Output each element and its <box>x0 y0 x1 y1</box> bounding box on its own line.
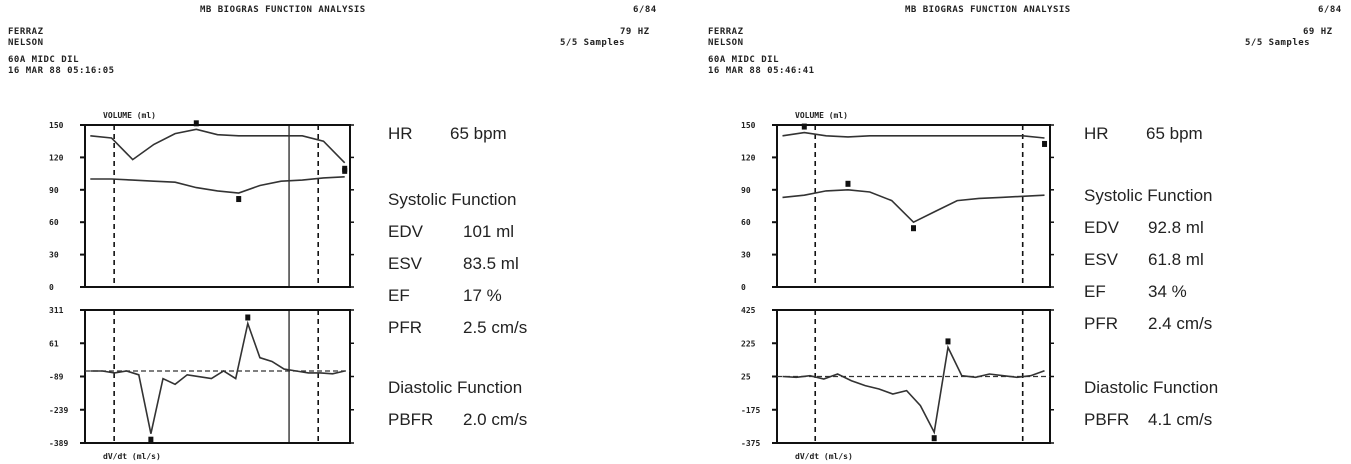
plot-x-label: dV/dt (ml/s) <box>795 452 853 461</box>
patient-first-name: NELSON <box>708 38 744 48</box>
y-tick-label: 60 <box>741 218 751 227</box>
ef-label: EF <box>388 286 410 305</box>
esv-value: 83.5 ml <box>463 254 519 273</box>
y-tick-label: 425 <box>741 306 756 315</box>
max-marker <box>945 338 951 345</box>
y-tick-label: 30 <box>741 251 751 260</box>
report-panel-left: MB BIOGRAS FUNCTION ANALYSIS 6/84 FERRAZ… <box>8 5 657 461</box>
edv-value: 101 ml <box>463 222 515 241</box>
pbfr-label: PBFR <box>388 410 434 429</box>
study-label: 60A MIDC DIL <box>8 55 80 65</box>
y-tick-label: 25 <box>741 373 751 382</box>
min-marker <box>1042 140 1048 147</box>
plot-title: VOLUME (ml) <box>795 111 848 120</box>
systolic-title: Systolic Function <box>388 190 517 209</box>
esv-label: ESV <box>1084 250 1119 269</box>
plot-title: VOLUME (ml) <box>103 111 156 120</box>
pfr-label: PFR <box>388 318 422 337</box>
plot-frame <box>84 124 351 288</box>
edv-label: EDV <box>388 222 423 241</box>
report-panel-right: MB BIOGRAS FUNCTION ANALYSIS 6/84 FERRAZ… <box>700 0 1351 464</box>
y-tick-label: -175 <box>741 406 760 415</box>
hr-value: 65 bpm <box>1146 124 1203 143</box>
report-title: MB BIOGRAS FUNCTION ANALYSIS <box>905 5 1071 15</box>
hr-label: HR <box>1084 124 1109 143</box>
series-line-2 <box>782 188 1045 224</box>
y-tick-label: 120 <box>741 153 756 162</box>
ef-value: 17 % <box>463 286 502 305</box>
y-tick-label: -239 <box>49 406 68 415</box>
max-marker <box>245 314 251 321</box>
y-tick-label: -89 <box>49 373 64 382</box>
max-marker <box>342 167 348 174</box>
samples-label: 5/5 Samples <box>1245 38 1311 48</box>
min-marker <box>148 436 154 443</box>
patient-last-name: FERRAZ <box>8 27 44 37</box>
pbfr-label: PBFR <box>1084 410 1130 429</box>
chart-left: 150 120 90 60 30 0 VOLUME (ml) 311 61 -89 -239 -389… <box>49 111 354 461</box>
hr-label: HR <box>388 124 413 143</box>
y-tick-label: 150 <box>741 121 756 130</box>
esv-label: ESV <box>388 254 423 273</box>
diastolic-title: Diastolic Function <box>388 378 523 397</box>
pfr-value: 2.4 cm/s <box>1148 314 1213 333</box>
series-line-1 <box>782 344 1045 435</box>
patient-last-name: FERRAZ <box>708 27 744 37</box>
y-tick-label: 61 <box>49 339 59 348</box>
ef-value: 34 % <box>1148 282 1187 301</box>
pfr-value: 2.5 cm/s <box>463 318 528 337</box>
report-corner-code: 6/84 <box>633 5 657 15</box>
samples-label: 5/5 Samples <box>560 38 626 48</box>
report-title: MB BIOGRAS FUNCTION ANALYSIS <box>200 5 366 15</box>
min-marker <box>931 435 937 442</box>
report-corner-code: 6/84 <box>1318 5 1342 15</box>
acq-rate: 79 HZ <box>620 27 650 37</box>
min-marker <box>911 225 916 232</box>
hr-value: 65 bpm <box>450 124 507 143</box>
y-tick-label: 0 <box>49 283 54 292</box>
series-line-1 <box>90 128 346 164</box>
y-tick-label: 150 <box>49 121 64 130</box>
max-marker <box>801 123 807 130</box>
diastolic-title: Diastolic Function <box>1084 378 1219 397</box>
series-line-2 <box>90 176 345 194</box>
pfr-label: PFR <box>1084 314 1118 333</box>
series-line-1 <box>782 131 1045 139</box>
max-marker <box>193 120 199 127</box>
patient-first-name: NELSON <box>8 38 44 48</box>
edv-label: EDV <box>1084 218 1119 237</box>
y-tick-label: 311 <box>49 306 64 315</box>
y-tick-label: 120 <box>49 153 64 162</box>
y-tick-label: 30 <box>49 251 59 260</box>
acq-rate: 69 HZ <box>1303 27 1333 37</box>
pbfr-value: 2.0 cm/s <box>463 410 528 429</box>
min-marker <box>236 196 242 203</box>
y-tick-label: 90 <box>49 186 59 195</box>
y-tick-label: -389 <box>49 439 68 448</box>
chart-right: 150 120 90 60 30 0 VOLUME (ml) 425 225 25 -175 -375… <box>741 111 1054 461</box>
pbfr-value: 4.1 cm/s <box>1148 410 1213 429</box>
y-tick-label: 0 <box>741 283 746 292</box>
plot-x-label: dV/dt (ml/s) <box>103 452 161 461</box>
y-tick-label: 90 <box>741 186 751 195</box>
y-tick-label: 60 <box>49 218 59 227</box>
edv-value: 92.8 ml <box>1148 218 1204 237</box>
study-datetime: 16 MAR 88 05:46:41 <box>708 66 815 76</box>
y-tick-label: -375 <box>741 439 760 448</box>
series-line-1 <box>90 320 345 434</box>
max-marker <box>845 180 851 187</box>
ef-label: EF <box>1084 282 1106 301</box>
plot-frame <box>776 124 1051 288</box>
study-label: 60A MIDC DIL <box>708 55 780 65</box>
systolic-title: Systolic Function <box>1084 186 1213 205</box>
plot-frame <box>84 309 351 444</box>
esv-value: 61.8 ml <box>1148 250 1204 269</box>
y-tick-label: 225 <box>741 339 756 348</box>
study-datetime: 16 MAR 88 05:16:05 <box>8 66 115 76</box>
